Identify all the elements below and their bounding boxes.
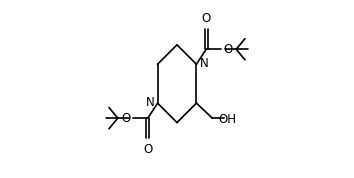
Text: O: O (143, 143, 153, 156)
Text: N: N (200, 57, 209, 70)
Text: O: O (201, 12, 211, 25)
Text: OH: OH (218, 112, 236, 125)
Text: N: N (145, 96, 154, 109)
Text: O: O (223, 43, 233, 56)
Text: O: O (121, 112, 131, 125)
